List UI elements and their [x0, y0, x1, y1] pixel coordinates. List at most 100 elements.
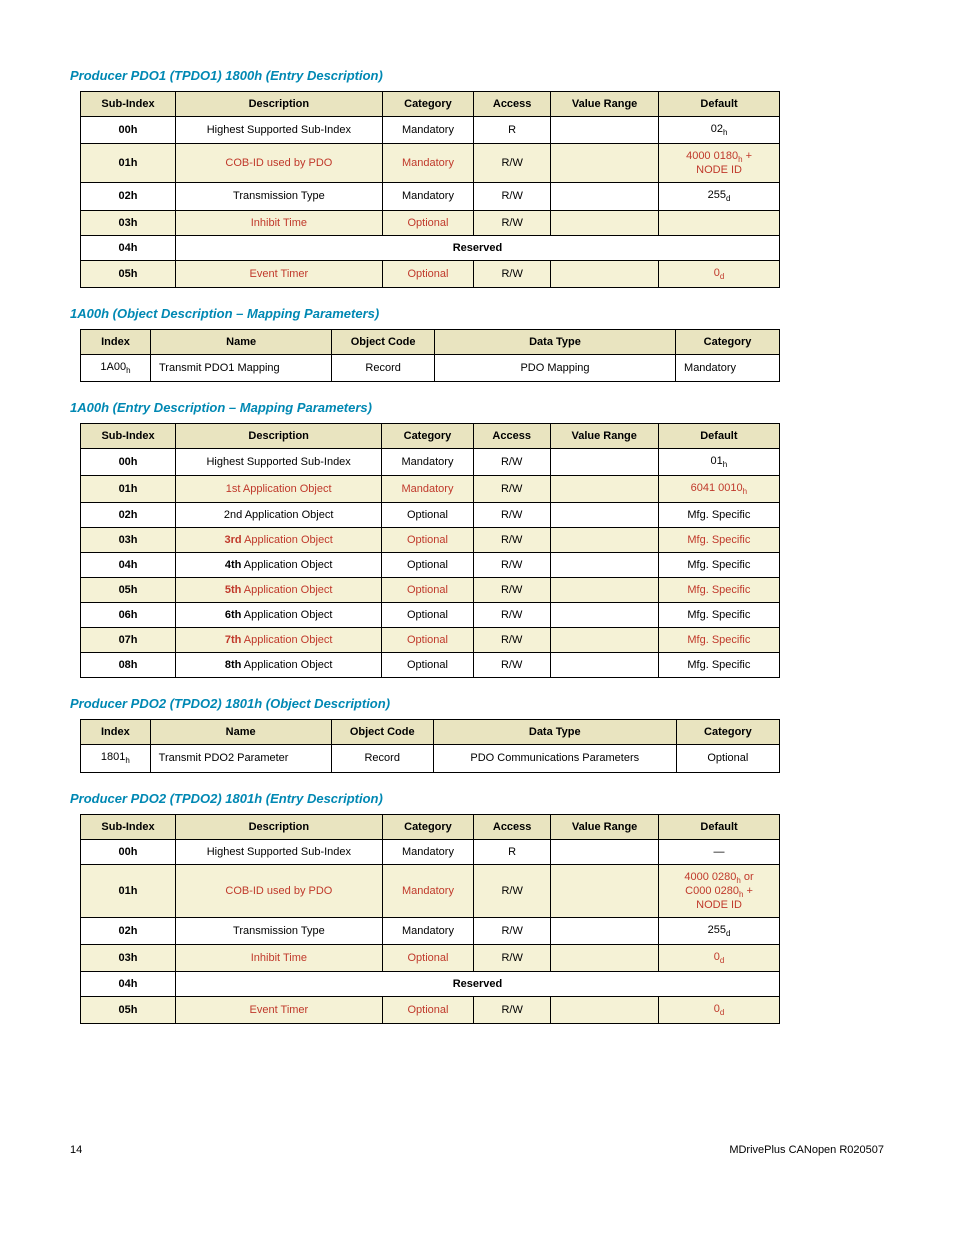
table-row: 05hEvent TimerOptionalR/W0d [81, 997, 780, 1024]
column-header: Data Type [434, 329, 675, 354]
table-row: 04hReserved [81, 235, 780, 260]
column-header: Default [658, 423, 779, 448]
cell-access: R/W [474, 864, 551, 917]
cell-description: Highest Supported Sub-Index [176, 839, 383, 864]
column-header: Value Range [551, 92, 659, 117]
cell-description: COB-ID used by PDO [176, 864, 383, 917]
cell-category: Optional [382, 210, 474, 235]
cell-default: 01h [658, 448, 779, 475]
column-header: Value Range [551, 814, 659, 839]
entry-table: Sub-IndexDescriptionCategoryAccessValue … [80, 423, 780, 678]
cell-range [551, 917, 659, 944]
table-row: 04hReserved [81, 972, 780, 997]
cell-access: R/W [473, 476, 550, 503]
cell-range [550, 653, 658, 678]
cell-subindex: 06h [81, 603, 176, 628]
cell-description: 5th Application Object [176, 578, 382, 603]
column-header: Index [81, 720, 151, 745]
section-heading: 1A00h (Entry Description – Mapping Param… [70, 400, 884, 415]
column-header: Default [659, 92, 780, 117]
cell-subindex: 02h [81, 917, 176, 944]
entry-table: Sub-IndexDescriptionCategoryAccessValue … [80, 91, 780, 288]
column-header: Description [176, 423, 382, 448]
cell-name: Transmit PDO1 Mapping [151, 354, 332, 381]
cell-access: R/W [474, 183, 551, 210]
cell-default: 4000 0180h +NODE ID [659, 144, 780, 183]
cell-access: R/W [473, 528, 550, 553]
cell-name: Transmit PDO2 Parameter [150, 745, 331, 772]
table-row: 03h3rd Application ObjectOptionalR/WMfg.… [81, 528, 780, 553]
cell-range [551, 945, 659, 972]
cell-description: 1st Application Object [176, 476, 382, 503]
cell-subindex: 01h [81, 144, 176, 183]
table-row: 08h8th Application ObjectOptionalR/WMfg.… [81, 653, 780, 678]
cell-category: Optional [382, 553, 474, 578]
column-header: Value Range [550, 423, 658, 448]
table-row: 03hInhibit TimeOptionalR/W0d [81, 945, 780, 972]
column-header: Sub-Index [81, 814, 176, 839]
column-header: Category [382, 92, 474, 117]
cell-category: Optional [382, 503, 474, 528]
cell-subindex: 08h [81, 653, 176, 678]
column-header: Category [382, 814, 474, 839]
cell-access: R/W [474, 917, 551, 944]
cell-category: Optional [382, 653, 474, 678]
cell-default: 6041 0010h [658, 476, 779, 503]
cell-subindex: 03h [81, 528, 176, 553]
table-row: 05h5th Application ObjectOptionalR/WMfg.… [81, 578, 780, 603]
table-row: 06h6th Application ObjectOptionalR/WMfg.… [81, 603, 780, 628]
cell-access: R/W [473, 503, 550, 528]
cell-category: Mandatory [382, 183, 474, 210]
cell-description: COB-ID used by PDO [176, 144, 383, 183]
cell-category: Optional [382, 260, 474, 287]
cell-access: R/W [474, 945, 551, 972]
cell-subindex: 02h [81, 503, 176, 528]
table-row: 00hHighest Supported Sub-IndexMandatoryR… [81, 448, 780, 475]
cell-range [550, 603, 658, 628]
cell-category: Mandatory [382, 839, 474, 864]
section-heading: Producer PDO2 (TPDO2) 1801h (Entry Descr… [70, 791, 884, 806]
cell-access: R/W [473, 578, 550, 603]
cell-subindex: 01h [81, 476, 176, 503]
table-row: 01h1st Application ObjectMandatoryR/W 604… [81, 476, 780, 503]
column-header: Data Type [433, 720, 676, 745]
cell-description: 4th Application Object [176, 553, 382, 578]
cell-objcode: Record [331, 745, 433, 772]
table-row: 02hTransmission TypeMandatoryR/W255d [81, 917, 780, 944]
cell-subindex: 07h [81, 628, 176, 653]
cell-default: Mfg. Specific [658, 603, 779, 628]
cell-access: R/W [474, 210, 551, 235]
column-header: Sub-Index [81, 423, 176, 448]
column-header: Index [81, 329, 151, 354]
object-table: IndexNameObject CodeData TypeCategory1A0… [80, 329, 780, 382]
table-row: 04h4th Application ObjectOptionalR/WMfg.… [81, 553, 780, 578]
cell-range [550, 528, 658, 553]
table-row: 02h2nd Application ObjectOptionalR/WMfg.… [81, 503, 780, 528]
page-number: 14 [70, 1144, 82, 1156]
cell-default: — [659, 839, 780, 864]
cell-category: Optional [382, 945, 474, 972]
table-row: 05hEvent TimerOptionalR/W0d [81, 260, 780, 287]
cell-description: Inhibit Time [176, 945, 383, 972]
section-heading: Producer PDO2 (TPDO2) 1801h (Object Desc… [70, 696, 884, 711]
column-header: Access [473, 423, 550, 448]
table-row: 1801hTransmit PDO2 ParameterRecordPDO Co… [81, 745, 780, 772]
table-row: 03hInhibit TimeOptionalR/W [81, 210, 780, 235]
cell-description: 7th Application Object [176, 628, 382, 653]
cell-category: Mandatory [382, 144, 474, 183]
cell-description: Inhibit Time [176, 210, 383, 235]
cell-datatype: PDO Mapping [434, 354, 675, 381]
cell-range [551, 260, 659, 287]
cell-index: 1801h [81, 745, 151, 772]
cell-description: Highest Supported Sub-Index [176, 448, 382, 475]
cell-subindex: 04h [81, 235, 176, 260]
cell-range [550, 578, 658, 603]
cell-access: R/W [473, 553, 550, 578]
page-content: Producer PDO1 (TPDO1) 1800h (Entry Descr… [70, 68, 884, 1024]
column-header: Name [151, 329, 332, 354]
cell-description: Transmission Type [176, 917, 383, 944]
section-heading: 1A00h (Object Description – Mapping Para… [70, 306, 884, 321]
doc-title: MDrivePlus CANopen R020507 [729, 1144, 884, 1156]
cell-category: Mandatory [382, 476, 474, 503]
cell-datatype: PDO Communications Parameters [433, 745, 676, 772]
